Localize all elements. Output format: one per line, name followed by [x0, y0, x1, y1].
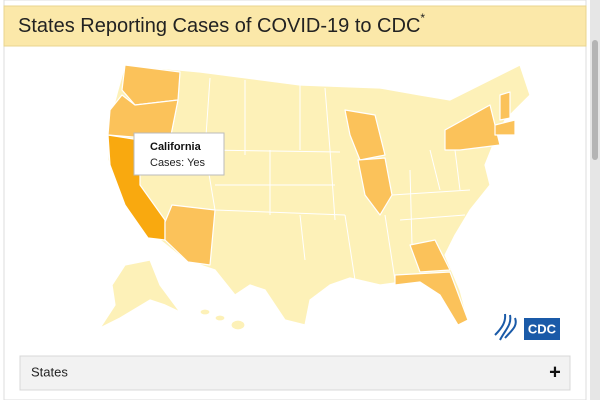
header-bar: [3, 5, 587, 47]
state-hawaii: [199, 308, 246, 331]
accordion-toggle[interactable]: +: [549, 361, 561, 383]
cdc-logo: [524, 318, 560, 340]
state-arizona: [164, 204, 216, 266]
state-florida: [394, 271, 469, 326]
state-illinois: [357, 157, 393, 216]
tooltip-box: [133, 132, 225, 176]
tooltip-cases: Cases: Yes: [150, 157, 206, 169]
accordion-bar[interactable]: [19, 355, 571, 391]
accordion-label[interactable]: States: [31, 364, 68, 379]
title-text: States Reporting Cases of COVID-19 to CD…: [18, 15, 420, 37]
scrollbar: [590, 0, 600, 400]
hhs-logo: [494, 313, 517, 341]
us-map: [99, 64, 531, 331]
scroll-thumb[interactable]: [592, 40, 598, 160]
state-wisconsin: [344, 109, 386, 161]
cdc-logo-text: CDC: [528, 321, 557, 336]
header-title: States Reporting Cases of COVID-19 to CD…: [18, 11, 425, 37]
state-massachusetts: [494, 119, 516, 136]
tooltip: California Cases: Yes: [133, 132, 225, 176]
state-new-york: [444, 104, 501, 151]
state-alaska: [99, 259, 181, 329]
state-washington: [121, 64, 181, 106]
title-mark: *: [420, 11, 425, 25]
state-new-hampshire: [499, 91, 511, 121]
accordion[interactable]: States +: [19, 355, 571, 391]
tooltip-state: California: [150, 141, 202, 153]
state-georgia: [409, 239, 451, 273]
